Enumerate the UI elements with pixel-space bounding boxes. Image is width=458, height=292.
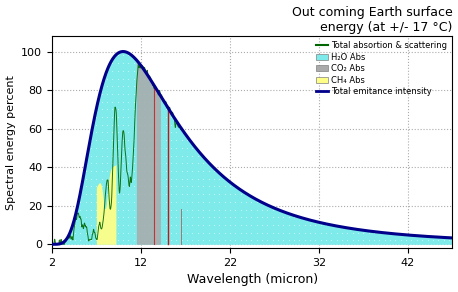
Text: Out coming Earth surface
energy (at +/- 17 °C): Out coming Earth surface energy (at +/- …: [292, 6, 453, 34]
Legend: Total absortion & scattering, H₂O Abs, CO₂ Abs, CH₄ Abs, Total emitance intensit: Total absortion & scattering, H₂O Abs, C…: [312, 38, 451, 100]
X-axis label: Wavelength (micron): Wavelength (micron): [186, 273, 318, 286]
Y-axis label: Spectral energy percent: Spectral energy percent: [5, 75, 16, 210]
